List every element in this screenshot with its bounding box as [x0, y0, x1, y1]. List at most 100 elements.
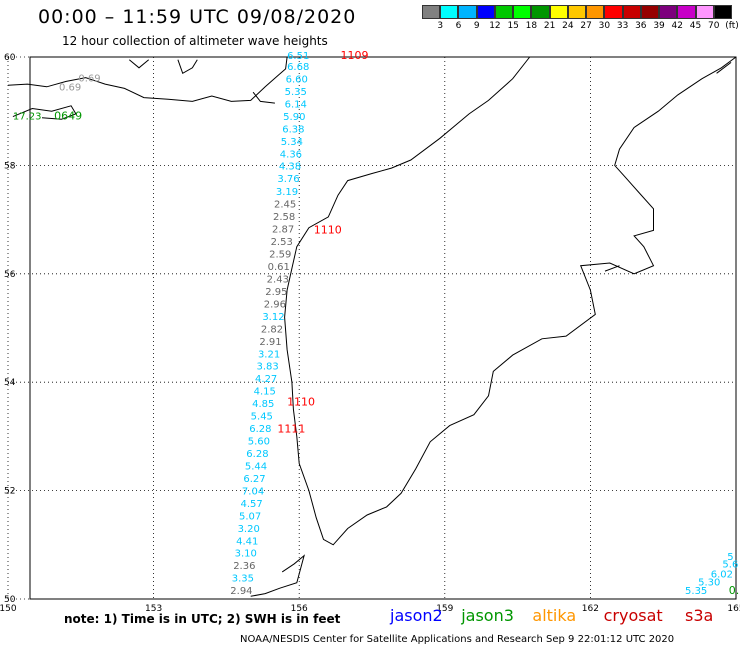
wave-height-value: 5.6	[722, 560, 738, 571]
pass-time-label: 1109	[340, 49, 368, 62]
scale-label: 33	[616, 21, 629, 31]
wave-height-value: 2.59	[269, 250, 291, 261]
scale-label: 15	[507, 21, 519, 31]
lon-tick-label: 162	[582, 604, 599, 614]
wave-height-value: 2.91	[259, 337, 281, 348]
scale-label: 12	[489, 21, 501, 31]
scale-swatch	[476, 5, 495, 19]
scale-label: 30	[598, 21, 611, 31]
wave-height-value: 6.28	[249, 424, 271, 435]
wave-height-value: 5.35	[685, 586, 707, 597]
lon-tick-label: 156	[291, 604, 308, 614]
pass-time-label: 1110	[287, 396, 315, 409]
wave-height-value: 4.57	[240, 499, 262, 510]
scale-swatch	[549, 5, 568, 19]
coast-segment	[604, 265, 620, 272]
coast-segment	[716, 62, 732, 74]
scale-label: 24	[562, 21, 574, 31]
wave-height-value: 3.83	[256, 362, 278, 373]
lat-tick-label: 58	[4, 161, 16, 171]
scale-swatch	[713, 5, 732, 19]
lat-tick-label: 56	[4, 270, 16, 280]
wave-height-value: 0.69	[78, 73, 100, 84]
wave-height-value: 2.82	[261, 324, 283, 335]
wave-height-value: 3.19	[276, 187, 298, 198]
scale-label: (ft)	[725, 21, 739, 31]
wave-height-value: 2.36	[233, 561, 255, 572]
coastline	[7, 56, 737, 597]
scale-swatch	[494, 5, 514, 19]
scale-swatch	[513, 5, 532, 19]
legend-altika: altika	[532, 606, 577, 625]
wave-height-value: 6.28	[246, 449, 268, 460]
wave-height-value: 3.20	[238, 524, 260, 535]
observations-layer: 6.516.686.605.356.145.906.385.344.364.38…	[13, 49, 739, 597]
wave-height-value: 0.69	[59, 83, 81, 94]
scale-label: 21	[543, 21, 556, 31]
wave-height-value: 6.14	[285, 99, 307, 110]
scale-label: 70	[708, 21, 720, 31]
wave-height-value: 6.02	[711, 569, 733, 580]
footer-credit: NOAA/NESDIS Center for Satellite Applica…	[240, 634, 675, 645]
wave-height-value: 2.95	[265, 287, 287, 298]
wave-height-value: 5.45	[251, 412, 273, 423]
wave-height-value: 4.38	[279, 162, 301, 173]
wave-height-value: 2.53	[271, 237, 293, 248]
scale-swatch	[659, 5, 678, 19]
scale-label: 45	[689, 21, 702, 31]
lon-tick-label: 159	[436, 604, 453, 614]
page-title: 00:00 – 11:59 UTC 09/08/2020	[38, 6, 357, 28]
scale-label: 18	[525, 21, 538, 31]
scale-swatch	[677, 5, 696, 19]
scale-swatch	[422, 5, 441, 19]
wave-height-value: 17.23	[13, 111, 42, 122]
legend-jason3: jason3	[461, 606, 514, 625]
wave-height-value: 2.96	[264, 299, 286, 310]
wave-height-value: 3.10	[235, 549, 257, 560]
color-scale	[422, 5, 732, 19]
wave-height-value: 5	[727, 552, 733, 563]
scale-label: 42	[671, 21, 684, 31]
wave-height-value: 5.60	[248, 437, 270, 448]
map-frame	[29, 56, 737, 600]
lon-tick-label: 153	[145, 604, 162, 614]
coast-segment	[12, 105, 77, 120]
wave-height-value: 7.04	[242, 486, 264, 497]
lon-tick-label: 150	[0, 604, 17, 614]
pass-time-label: 1111	[277, 423, 305, 436]
pass-time-label: 0.	[729, 584, 740, 597]
color-scale-labels: 3 6 9 12 15 18 21 24 27 30 33 36 39 42 45 70 (ft)	[422, 21, 738, 33]
scale-label: 9	[473, 21, 480, 31]
scale-label: 27	[580, 21, 592, 31]
coast-segment	[284, 56, 737, 546]
coast-segment	[128, 59, 150, 69]
coast-segment	[250, 554, 305, 597]
wave-height-value: 2.87	[272, 225, 294, 236]
wave-height-value: 5.90	[283, 112, 305, 123]
wave-height-value: 5.07	[239, 511, 261, 522]
wave-height-value: 2.58	[273, 212, 295, 223]
scale-swatch	[640, 5, 660, 19]
legend-s3a: s3a	[685, 606, 714, 625]
wave-height-value: 6.51	[287, 51, 309, 62]
wave-height-value: 4.27	[255, 374, 277, 385]
axis-tick-labels: 150 153 156 159 162 165 60 58 56 54 52 50	[0, 53, 740, 614]
coast-segment	[7, 56, 288, 102]
wave-height-value: 4.41	[236, 536, 258, 547]
scale-label: 36	[635, 21, 647, 31]
wave-height-value: 0.61	[268, 262, 290, 273]
lat-tick-label: 60	[4, 53, 16, 63]
wave-height-value: 3.35	[232, 574, 254, 585]
wave-height-value: 4.36	[280, 149, 302, 160]
wave-height-value: 3.76	[277, 174, 299, 185]
lat-tick-label: 54	[4, 378, 16, 388]
scale-swatch	[695, 5, 714, 19]
wave-height-value: 5.30	[698, 577, 720, 588]
wave-height-value: 4.15	[254, 387, 276, 398]
wave-height-value: 5.34	[281, 137, 303, 148]
scale-swatch	[586, 5, 605, 19]
wave-height-value: 2.94	[230, 586, 252, 597]
scale-label: 3	[437, 21, 444, 31]
scale-swatch	[622, 5, 641, 19]
wave-height-value: 5.35	[285, 87, 307, 98]
